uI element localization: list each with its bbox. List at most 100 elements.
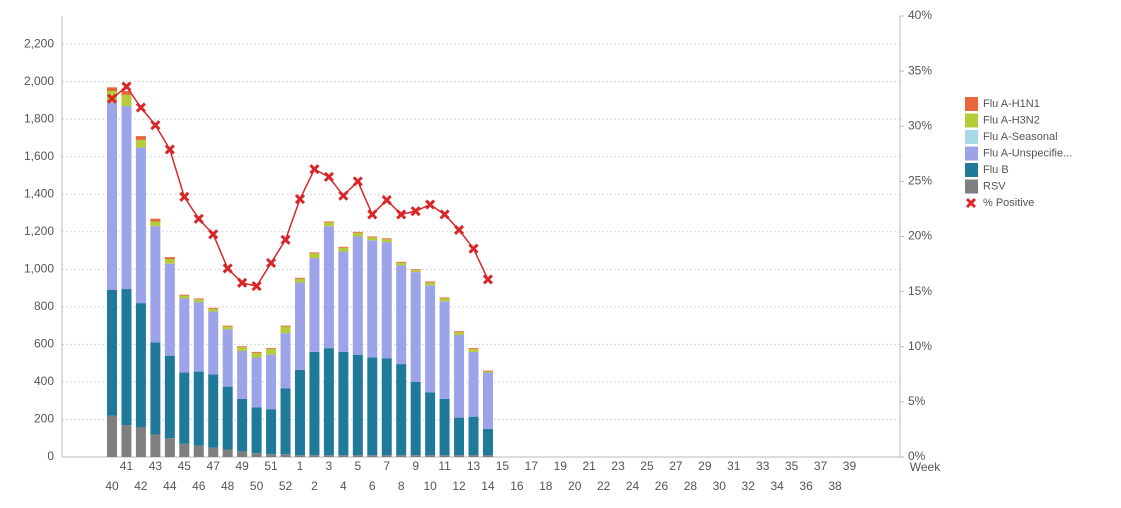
x-tick-label: 19 (554, 459, 568, 473)
y2-tick-label: 35% (908, 63, 932, 77)
x-tick-label: 40 (105, 479, 119, 493)
bar-segment (338, 251, 349, 352)
bar-segment (396, 262, 407, 266)
point-marker (367, 209, 378, 220)
legend-label: Flu A-Seasonal (983, 131, 1058, 143)
bar-segment (251, 352, 262, 358)
bar-segment (107, 87, 117, 92)
y2-tick-label: 25% (908, 174, 932, 188)
bar-segment (323, 348, 334, 456)
x-tick-label: 32 (742, 479, 756, 493)
point-marker (338, 190, 349, 201)
bar-segment (280, 454, 291, 457)
bar-segment (425, 392, 436, 456)
point-marker (164, 144, 175, 155)
bar-segment (468, 351, 479, 417)
point-marker (265, 257, 277, 269)
y-tick-label: 2,200 (24, 36, 54, 50)
bar-segment (208, 447, 219, 457)
bar-segment (323, 226, 334, 349)
bar-segment (381, 455, 392, 457)
x-tick-label: 24 (626, 479, 640, 493)
y-tick-label: 0 (47, 449, 54, 463)
y-tick-label: 1,000 (24, 262, 54, 276)
bar-segment (208, 374, 219, 448)
bar-segment (135, 139, 146, 148)
bar-segment (338, 247, 349, 252)
bar-segment (439, 398, 450, 456)
bar-segment (309, 258, 320, 352)
legend-swatch (965, 179, 978, 194)
bar-segment (266, 348, 277, 350)
y2-tick-label: 40% (908, 8, 932, 22)
point-marker (439, 209, 450, 220)
bar-segment (309, 455, 320, 457)
bar-segment (381, 239, 392, 243)
bar-segment (179, 295, 190, 299)
bar-segment (280, 388, 291, 455)
bar-segment (121, 425, 132, 457)
x-tick-label: 29 (698, 459, 712, 473)
point-marker (425, 199, 436, 210)
y2-tick-label: 0% (908, 449, 926, 463)
bar-segment (482, 428, 493, 456)
y2-tick-label: 20% (908, 229, 932, 243)
legend-label: Flu A-H1N1 (983, 98, 1040, 110)
bar-segment (193, 371, 204, 446)
bar-segment (222, 326, 233, 330)
point-marker (309, 164, 320, 175)
bar-segment (352, 236, 363, 355)
y-tick-label: 600 (34, 337, 54, 351)
point-marker (482, 274, 494, 285)
bar-segment (237, 346, 248, 348)
point-marker (352, 176, 363, 187)
point-marker (106, 93, 118, 104)
x-tick-label: 31 (727, 459, 741, 473)
legend-swatch (965, 146, 978, 161)
bar-segment (222, 386, 233, 450)
y-tick-label: 1,600 (24, 149, 54, 163)
bar-segment (179, 443, 190, 457)
x-tick-label: 46 (192, 479, 206, 493)
bar-segment (352, 455, 363, 457)
bar-segment (266, 354, 277, 410)
bar-segment (439, 301, 450, 399)
line (111, 85, 489, 287)
bar-segment (164, 263, 175, 356)
bar-segment (251, 453, 262, 457)
bar-segment (121, 91, 132, 95)
y-tick-label: 1,400 (24, 186, 54, 200)
bar-segment (266, 409, 277, 455)
x-tick-label: 44 (163, 479, 177, 493)
x-tick-label: 42 (134, 479, 148, 493)
y-tick-label: 200 (34, 412, 54, 426)
bar-segment (338, 246, 349, 248)
bar-segment (482, 370, 493, 372)
x-tick-label: 14 (481, 479, 495, 493)
x-tick-label: 50 (250, 479, 264, 493)
bar-segment (280, 333, 291, 389)
bar-segment (193, 299, 204, 303)
bar-segment (352, 231, 363, 233)
point-marker (179, 191, 190, 202)
x-tick-label: 33 (756, 459, 770, 473)
bar-segment (482, 372, 493, 429)
point-marker (280, 234, 291, 245)
bar-segment (294, 369, 305, 456)
bar-segment (135, 136, 146, 140)
bar-segment (266, 349, 277, 355)
bar-segment (150, 226, 161, 343)
bar-segment (222, 329, 233, 387)
bar-segment (338, 351, 349, 456)
bar-segment (468, 455, 479, 457)
bar-segment (121, 289, 132, 426)
x-tick-label: 18 (539, 479, 553, 493)
bar-segment (352, 354, 363, 456)
legend-swatch (965, 113, 978, 128)
bar-segment (468, 348, 479, 350)
bar-segment (294, 282, 305, 370)
x-tick-label: 1 (297, 459, 304, 473)
bar-segment (237, 398, 248, 452)
x-tick-label: 15 (496, 459, 510, 473)
bar-segment (251, 407, 262, 454)
